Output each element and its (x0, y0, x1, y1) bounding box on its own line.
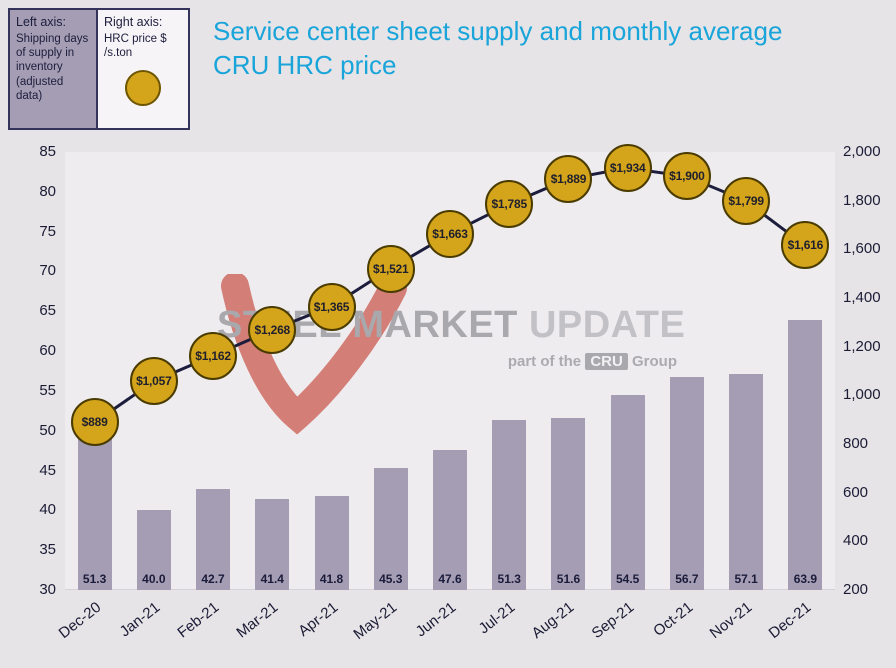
left-axis-tick: 60 (39, 342, 56, 360)
legend-right-description: HRC price $ /s.ton (104, 32, 167, 59)
left-axis-tick: 75 (39, 222, 56, 240)
supply-bar: 54.5 (610, 394, 645, 590)
supply-bar: 40.0 (136, 510, 171, 590)
supply-bar: 51.6 (551, 417, 586, 590)
right-axis-ticks: 2,000 1,800 1,600 1,400 1,200 1,000 800 600 400 2… (843, 143, 896, 598)
watermark-tagline-prefix: part of the (507, 353, 582, 370)
hrc-price-marker: $889 (70, 398, 119, 447)
hrc-price-marker-icon (125, 70, 161, 107)
supply-bar: 63.9 (788, 320, 823, 590)
legend-right-axis: Right axis: HRC price $ /s.ton (96, 8, 190, 130)
left-axis-ticks: 85 80 75 70 65 60 55 50 45 40 35 30 (0, 143, 56, 598)
left-axis-tick: 70 (39, 262, 56, 280)
watermark-update: UPDATE (528, 304, 686, 346)
hrc-price-marker: $1,900 (662, 152, 711, 201)
legend: Left axis: Shipping days of supply in in… (8, 8, 190, 130)
right-axis-tick: 1,400 (843, 289, 881, 306)
supply-bar-value: 56.7 (675, 571, 699, 586)
supply-bar: 45.3 (373, 468, 408, 590)
plot-area: STEEL MARKET UPDATE part of the CRU Grou… (65, 144, 835, 590)
hrc-price-marker: $1,663 (426, 210, 474, 258)
right-axis-tick: 1,600 (843, 240, 881, 258)
watermark: STEEL MARKET UPDATE part of the CRU Grou… (217, 274, 685, 435)
hrc-price-marker: $1,785 (485, 180, 534, 229)
supply-bar-value: 51.3 (497, 571, 521, 586)
right-axis-tick: 1,200 (843, 337, 881, 355)
right-axis-tick: 1,800 (843, 191, 881, 209)
watermark-tagline-suffix: Group (632, 353, 677, 370)
supply-bar: 41.8 (314, 496, 349, 590)
left-axis-tick: 65 (39, 302, 56, 320)
left-axis-tick: 80 (39, 182, 56, 200)
supply-bar-value: 51.6 (556, 571, 581, 586)
x-axis-labels: Dec-20 Jan-21 Feb-21 Mar-21 Apr-21 May-21 Jun-… (55, 591, 835, 653)
right-axis-tick: 400 (843, 532, 869, 550)
left-axis-tick: 30 (39, 581, 56, 598)
hrc-price-marker: $1,889 (544, 155, 593, 203)
legend-left-axis: Left axis: Shipping days of supply in in… (8, 8, 98, 130)
supply-bar: 51.3 (77, 420, 112, 590)
right-axis-tick: 600 (843, 483, 869, 501)
hrc-price-marker: $1,521 (366, 244, 415, 293)
cru-logo: CRU (585, 353, 628, 370)
supply-bar-value: 47.6 (438, 571, 462, 586)
hrc-price-marker: $1,616 (781, 221, 830, 270)
left-axis-tick: 85 (39, 143, 56, 160)
supply-bar-value: 45.3 (379, 571, 403, 586)
supply-bar-value: 51.3 (82, 571, 107, 586)
chart-title: Service center sheet supply and monthly … (213, 16, 783, 81)
legend-left-description: Shipping days of supply in inventory (ad… (16, 32, 89, 103)
supply-bar-value: 41.4 (260, 571, 284, 586)
watermark-market: MARKET (352, 304, 518, 346)
legend-left-title: Left axis: (16, 15, 67, 29)
right-axis-tick: 200 (843, 581, 869, 598)
hrc-price-marker: $1,799 (722, 176, 771, 225)
left-axis-tick: 50 (39, 421, 56, 439)
left-axis-tick: 55 (39, 381, 56, 399)
supply-bar-value: 41.8 (319, 571, 344, 586)
supply-bar: 51.3 (492, 420, 527, 590)
left-axis-tick: 40 (39, 501, 56, 519)
watermark-tagline: part of the CRU Group (217, 353, 679, 370)
hrc-price-marker: $1,268 (248, 306, 297, 355)
hrc-price-marker: $1,365 (307, 282, 356, 331)
left-axis-tick: 35 (39, 541, 56, 559)
supply-bar: 47.6 (433, 449, 467, 590)
supply-bar: 41.4 (255, 499, 290, 590)
supply-bar-value: 40.0 (142, 571, 166, 586)
supply-bar-value: 54.5 (616, 571, 640, 586)
supply-bar: 56.7 (669, 377, 704, 590)
supply-bar: 42.7 (196, 488, 231, 590)
hrc-price-marker: $1,934 (603, 144, 652, 193)
supply-bar-value: 57.1 (734, 571, 758, 586)
left-axis-tick: 45 (39, 461, 56, 479)
right-axis-tick: 800 (843, 435, 869, 452)
hrc-price-marker: $1,162 (189, 331, 238, 380)
supply-bar-value: 63.9 (793, 571, 818, 586)
legend-right-title: Right axis: (104, 15, 163, 29)
supply-bar-value: 42.7 (201, 571, 225, 586)
right-axis-tick: 1,000 (843, 386, 881, 404)
hrc-price-marker: $1,057 (129, 357, 178, 406)
supply-bar: 57.1 (729, 374, 764, 590)
right-axis-tick: 2,000 (843, 143, 881, 160)
